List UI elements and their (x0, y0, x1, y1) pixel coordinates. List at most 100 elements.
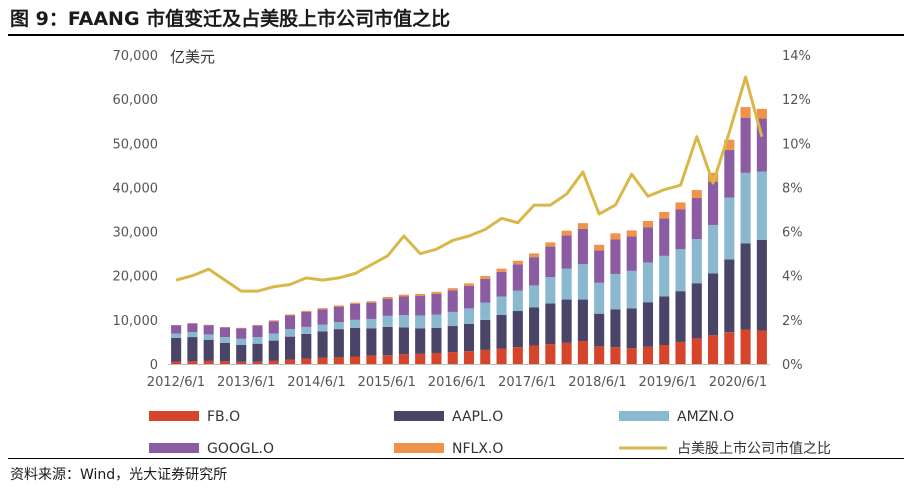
bar-segment-aapl-o (480, 319, 491, 350)
y-tick-label: 60,000 (113, 93, 159, 108)
bar-segment-googl-o (512, 264, 523, 291)
x-tick-label: 2018/6/1 (568, 375, 626, 390)
y-tick-label: 30,000 (113, 226, 159, 241)
bar-segment-googl-o (398, 296, 409, 316)
bar-segment-amzn-o (480, 302, 491, 320)
legend: FB.O AAPL.O AMZN.O GOOGL.O NFLX.O 占美股上市公司市值之比 (149, 409, 831, 457)
bar-segment-amzn-o (284, 329, 296, 337)
footer-rule (8, 458, 904, 459)
bar-segment-fb-o (724, 332, 735, 364)
bar-segment-amzn-o (171, 333, 182, 338)
bar-segment-fb-o (561, 342, 572, 364)
bar-segment-fb-o (382, 355, 393, 364)
bar-segment-fb-o (512, 347, 523, 364)
bar-segment-aapl-o (691, 283, 702, 339)
bar-segment-googl-o (740, 117, 751, 173)
bar-segment-aapl-o (529, 307, 540, 346)
bar-segment-aapl-o (561, 299, 572, 343)
bar-segment-nflx-o (366, 301, 377, 303)
bar-segment-googl-o (431, 293, 442, 315)
bar-segment-googl-o (463, 285, 475, 309)
bar-segment-aapl-o (398, 327, 409, 355)
bar-segment-fb-o (252, 361, 263, 364)
bar-segment-googl-o (642, 227, 654, 263)
bar-segment-aapl-o (659, 296, 670, 346)
bar-segment-fb-o (187, 361, 198, 364)
ratio-line-series (175, 75, 764, 293)
bar-segment-googl-o (480, 278, 491, 303)
bar-segment-amzn-o (756, 171, 767, 240)
bar-segment-aapl-o (350, 327, 361, 357)
bar-segment-aapl-o (463, 323, 475, 352)
legend-item-nflx-o: NFLX.O (394, 441, 503, 457)
bar-segment-googl-o (187, 323, 198, 333)
bar-segment-aapl-o (577, 299, 588, 342)
bar-segment-nflx-o (756, 108, 767, 119)
bar-segment-googl-o (594, 250, 605, 283)
bar-segment-aapl-o (708, 273, 719, 336)
bar-segment-aapl-o (415, 328, 426, 354)
bar-segment-fb-o (366, 355, 377, 364)
bar-segment-googl-o (366, 302, 377, 319)
bar-segment-aapl-o (382, 326, 393, 356)
bar-segment-aapl-o (236, 345, 247, 362)
bar-segment-amzn-o (366, 318, 377, 329)
bar-segment-fb-o (691, 338, 702, 364)
bar-segment-googl-o (610, 239, 621, 274)
bar-segment-aapl-o (219, 342, 230, 362)
bar-segment-fb-o (642, 346, 654, 364)
bar-segment-amzn-o (545, 277, 556, 304)
y2-tick-label: 6% (782, 226, 803, 241)
bar-segment-aapl-o (301, 333, 312, 359)
bar-segment-fb-o (333, 357, 344, 364)
bar-segment-amzn-o (382, 315, 393, 327)
bar-segment-nflx-o (415, 294, 426, 297)
legend-swatch (394, 443, 444, 453)
y2-tick-label: 4% (782, 270, 803, 285)
y-tick-label: 20,000 (113, 270, 159, 285)
legend-label: 占美股上市公司市值之比 (677, 440, 831, 457)
bar-segment-nflx-o (398, 294, 409, 297)
figure-title: 图 9：FAANG 市值变迁及占美股上市公司市值之比 (10, 8, 451, 30)
bar-segment-fb-o (219, 361, 230, 364)
bar-segment-aapl-o (610, 309, 621, 348)
bar-segment-nflx-o (545, 242, 556, 247)
bar-segment-amzn-o (333, 322, 344, 330)
bar-segment-amzn-o (447, 311, 458, 327)
bar-segment-aapl-o (675, 291, 686, 342)
x-tick-label: 2015/6/1 (358, 375, 416, 390)
bar-segment-amzn-o (268, 333, 279, 341)
y-tick-label: 0 (150, 358, 158, 373)
bar-segment-googl-o (529, 257, 540, 286)
bar-segment-googl-o (756, 118, 767, 172)
bar-segment-nflx-o (284, 314, 296, 316)
legend-label: GOOGL.O (207, 441, 274, 457)
legend-swatch (149, 443, 199, 453)
bar-segment-fb-o (496, 348, 507, 364)
bar-segment-nflx-o (610, 233, 621, 240)
bar-segment-fb-o (236, 361, 247, 364)
bar-segment-fb-o (415, 353, 426, 364)
unit-label: 亿美元 (170, 48, 215, 66)
bar-segment-nflx-o (252, 324, 263, 326)
bar-segment-googl-o (447, 290, 458, 312)
bar-segment-amzn-o (236, 338, 247, 346)
bar-segment-fb-o (301, 358, 312, 364)
bar-segment-aapl-o (626, 308, 637, 349)
bar-segment-amzn-o (317, 324, 328, 332)
bar-segment-fb-o (171, 361, 182, 364)
bar-segment-nflx-o (317, 308, 328, 310)
bar-segment-fb-o (756, 330, 767, 364)
bar-segment-aapl-o (187, 337, 198, 362)
bar-segment-nflx-o (431, 291, 442, 294)
bar-segment-googl-o (219, 327, 230, 338)
bar-segment-fb-o (708, 335, 719, 364)
ratio-line (175, 75, 764, 293)
y2-tick-label: 0% (782, 358, 803, 373)
y2-tick-label: 2% (782, 314, 803, 329)
bar-segment-googl-o (708, 181, 719, 225)
bar-segment-nflx-o (626, 230, 637, 237)
bar-segment-amzn-o (187, 332, 198, 338)
